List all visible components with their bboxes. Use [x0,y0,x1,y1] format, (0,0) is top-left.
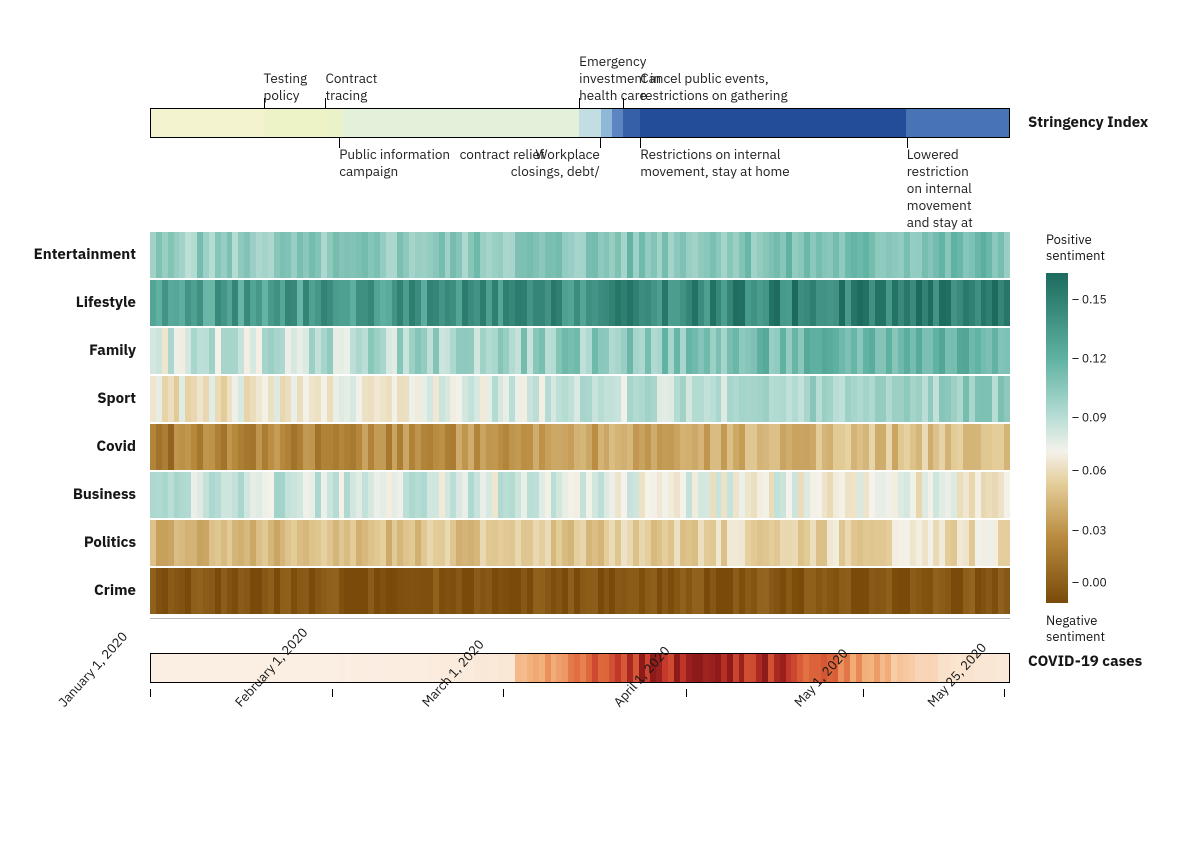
stringency-annotation: Restrictions on internal movement, stay … [640,146,790,180]
colorbar-tick: – 0.00 [1072,576,1107,591]
stringency-tick [600,138,601,148]
stringency-segment [601,109,612,137]
date-tick [686,689,687,697]
colorbar-tick: – 0.09 [1072,411,1107,426]
stringency-title: Stringency Index [1010,108,1148,138]
heatmap-row-label: Politics [84,520,150,566]
stringency-annotation: Workplace closings, debt/ [511,146,600,180]
heatmap-row-label: Business [73,472,150,518]
heatmap-cell [1004,232,1010,278]
colorbar-tick: – 0.15 [1072,292,1107,307]
date-tick [150,689,151,697]
stringency-segment [612,109,623,137]
heatmap-row: Lifestyle [150,280,1010,326]
heatmap-underline [150,618,1010,619]
heatmap-row-label: Sport [97,376,150,422]
cases-cell [1003,654,1009,682]
heatmap-row-label: Family [89,328,150,374]
colorbar-bottom-label: Negative sentiment [1046,613,1146,644]
stringency-segment [264,109,326,137]
stringency-segment [640,109,906,137]
heatmap-row-label: Entertainment [34,232,150,278]
date-label: January 1, 2020 [55,628,131,710]
stringency-bar [150,108,1010,138]
heatmap-row-label: Lifestyle [76,280,150,326]
heatmap-cell [1004,568,1010,614]
heatmap-row: Family [150,328,1010,374]
date-tick [332,689,333,697]
heatmap-row: Crime [150,568,1010,614]
stringency-annotation: Cancel public events, restrictions on ga… [640,70,787,104]
heatmap-cell [1004,520,1010,566]
colorbar-gradient: – 0.15– 0.12– 0.09– 0.06– 0.03– 0.00 [1046,273,1068,603]
heatmap-cell [1004,280,1010,326]
date-axis: January 1, 2020February 1, 2020March 1, … [150,689,1010,769]
heatmap-row: Entertainment [150,232,1010,278]
stringency-tick [623,98,624,108]
colorbar: Positive sentiment – 0.15– 0.12– 0.09– 0… [1046,232,1146,644]
heatmap-row: Politics [150,520,1010,566]
stringency-panel: Stringency Index Testing policyContract … [150,20,1010,220]
date-tick [503,689,504,697]
heatmap-row-label: Covid [96,424,150,470]
heatmap-row: Sport [150,376,1010,422]
heatmap-cell [1004,328,1010,374]
stringency-annotation: Public information campaign [339,146,450,180]
stringency-segment [326,109,343,137]
stringency-annotation: Testing policy [264,70,308,104]
colorbar-top-label: Positive sentiment [1046,232,1146,263]
stringency-segment [343,109,579,137]
heatmap-row: Covid [150,424,1010,470]
heatmap-cell [1004,376,1010,422]
stringency-segment [623,109,640,137]
colorbar-tick: – 0.12 [1072,351,1107,366]
date-tick [1004,689,1005,697]
colorbar-tick: – 0.06 [1072,464,1107,479]
stringency-segment [151,109,264,137]
heatmap-cell [1004,472,1010,518]
covid-cases-title: COVID-19 cases [1010,653,1142,671]
colorbar-tick: – 0.03 [1072,523,1107,538]
stringency-segment [906,109,1009,137]
heatmap-row-label: Crime [94,568,150,614]
stringency-annotation: Contract tracing [325,70,377,104]
sentiment-heatmap: EntertainmentLifestyleFamilySportCovidBu… [150,232,1010,619]
heatmap-row: Business [150,472,1010,518]
stringency-segment [579,109,600,137]
heatmap-cell [1004,424,1010,470]
date-tick [863,689,864,697]
